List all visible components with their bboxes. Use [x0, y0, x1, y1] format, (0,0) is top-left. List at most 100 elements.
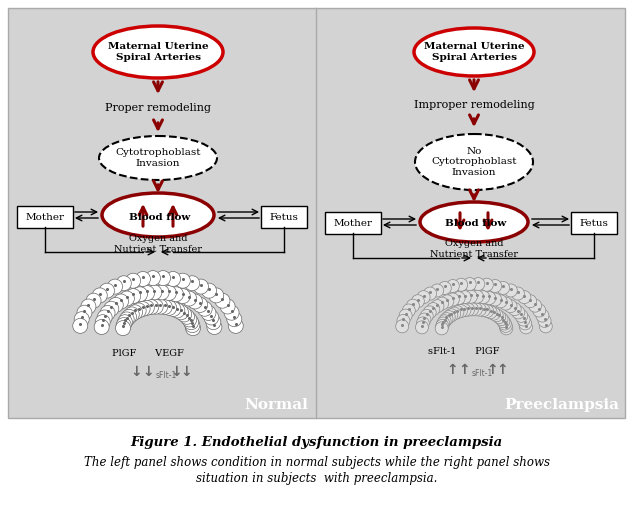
Circle shape [139, 286, 154, 301]
Circle shape [442, 311, 455, 323]
Circle shape [74, 312, 89, 326]
Text: situation in subjects  with preeclampsia.: situation in subjects with preeclampsia. [196, 472, 437, 485]
Text: Cytotrophoblast
Invasion: Cytotrophoblast Invasion [115, 148, 201, 167]
Circle shape [396, 320, 409, 333]
Circle shape [147, 285, 162, 300]
Circle shape [148, 299, 163, 314]
Circle shape [175, 273, 191, 288]
Circle shape [512, 306, 525, 319]
Circle shape [406, 299, 420, 312]
FancyBboxPatch shape [325, 212, 381, 234]
Circle shape [472, 278, 485, 290]
Circle shape [470, 303, 482, 316]
Circle shape [104, 301, 119, 316]
Circle shape [156, 271, 170, 286]
Circle shape [113, 294, 128, 309]
Circle shape [440, 313, 453, 325]
Circle shape [116, 317, 131, 333]
Circle shape [411, 295, 424, 308]
Circle shape [108, 279, 123, 294]
Text: sFlt-1      PlGF: sFlt-1 PlGF [429, 348, 499, 357]
Circle shape [170, 303, 185, 318]
Circle shape [508, 303, 521, 316]
Circle shape [454, 278, 468, 291]
Circle shape [431, 299, 444, 313]
Circle shape [497, 315, 510, 328]
Circle shape [153, 299, 168, 314]
Circle shape [511, 287, 524, 300]
Text: Oxygen and
Nutrient Transfer: Oxygen and Nutrient Transfer [114, 234, 202, 254]
Circle shape [92, 288, 107, 303]
Circle shape [495, 313, 508, 325]
Circle shape [115, 321, 130, 335]
Circle shape [489, 293, 502, 306]
Circle shape [498, 317, 511, 330]
Circle shape [477, 304, 490, 317]
Circle shape [458, 290, 471, 304]
Circle shape [441, 295, 454, 308]
Circle shape [437, 317, 449, 330]
Text: Mother: Mother [25, 213, 65, 222]
Circle shape [127, 305, 142, 320]
Ellipse shape [415, 134, 533, 190]
Circle shape [403, 304, 415, 317]
Circle shape [499, 297, 512, 310]
FancyBboxPatch shape [261, 206, 307, 228]
Circle shape [492, 311, 506, 323]
Circle shape [470, 290, 484, 303]
Circle shape [448, 307, 461, 320]
Circle shape [505, 284, 517, 297]
Circle shape [487, 307, 500, 320]
Text: ↓: ↓ [170, 365, 182, 379]
Circle shape [168, 287, 184, 302]
Circle shape [436, 297, 449, 310]
Circle shape [182, 312, 197, 327]
Circle shape [445, 308, 458, 322]
Circle shape [120, 291, 134, 306]
Circle shape [523, 295, 537, 308]
Circle shape [494, 295, 507, 308]
Text: Fetus: Fetus [270, 213, 298, 222]
Circle shape [420, 310, 433, 322]
Circle shape [154, 285, 169, 300]
Circle shape [427, 303, 440, 316]
Circle shape [177, 307, 192, 322]
Circle shape [518, 317, 532, 330]
Circle shape [473, 303, 486, 316]
Circle shape [204, 310, 219, 325]
Circle shape [227, 312, 242, 326]
Circle shape [536, 309, 549, 322]
Text: Mother: Mother [334, 218, 372, 227]
Circle shape [484, 306, 497, 319]
Circle shape [161, 286, 177, 301]
Circle shape [81, 299, 96, 314]
Text: PlGF      VEGF: PlGF VEGF [112, 349, 184, 358]
Circle shape [117, 315, 132, 330]
Text: No
Cytotrophoblast
Invasion: No Cytotrophoblast Invasion [431, 147, 517, 177]
Circle shape [423, 306, 436, 319]
Text: Improper remodeling: Improper remodeling [413, 100, 534, 110]
Circle shape [119, 312, 134, 327]
Text: sFlt-1: sFlt-1 [472, 369, 493, 378]
Text: ↓: ↓ [142, 365, 154, 379]
Circle shape [220, 299, 235, 314]
Circle shape [436, 320, 449, 332]
Circle shape [144, 299, 159, 314]
FancyBboxPatch shape [17, 206, 73, 228]
Circle shape [166, 302, 181, 316]
Circle shape [500, 322, 513, 335]
Circle shape [97, 310, 112, 325]
Text: Figure 1. Endothelial dysfunction in preeclampsia: Figure 1. Endothelial dysfunction in pre… [130, 436, 503, 449]
Text: Maternal Uterine
Spiral Arteries: Maternal Uterine Spiral Arteries [108, 42, 208, 61]
Circle shape [175, 289, 191, 304]
Circle shape [192, 297, 208, 312]
Circle shape [465, 290, 477, 303]
Circle shape [161, 301, 177, 315]
Text: ↑: ↑ [496, 363, 508, 377]
Circle shape [490, 308, 503, 322]
Text: Normal: Normal [244, 398, 308, 412]
Text: ↑: ↑ [486, 363, 498, 377]
Circle shape [446, 293, 460, 306]
Circle shape [206, 315, 221, 330]
Text: Preeclampsia: Preeclampsia [504, 398, 619, 412]
